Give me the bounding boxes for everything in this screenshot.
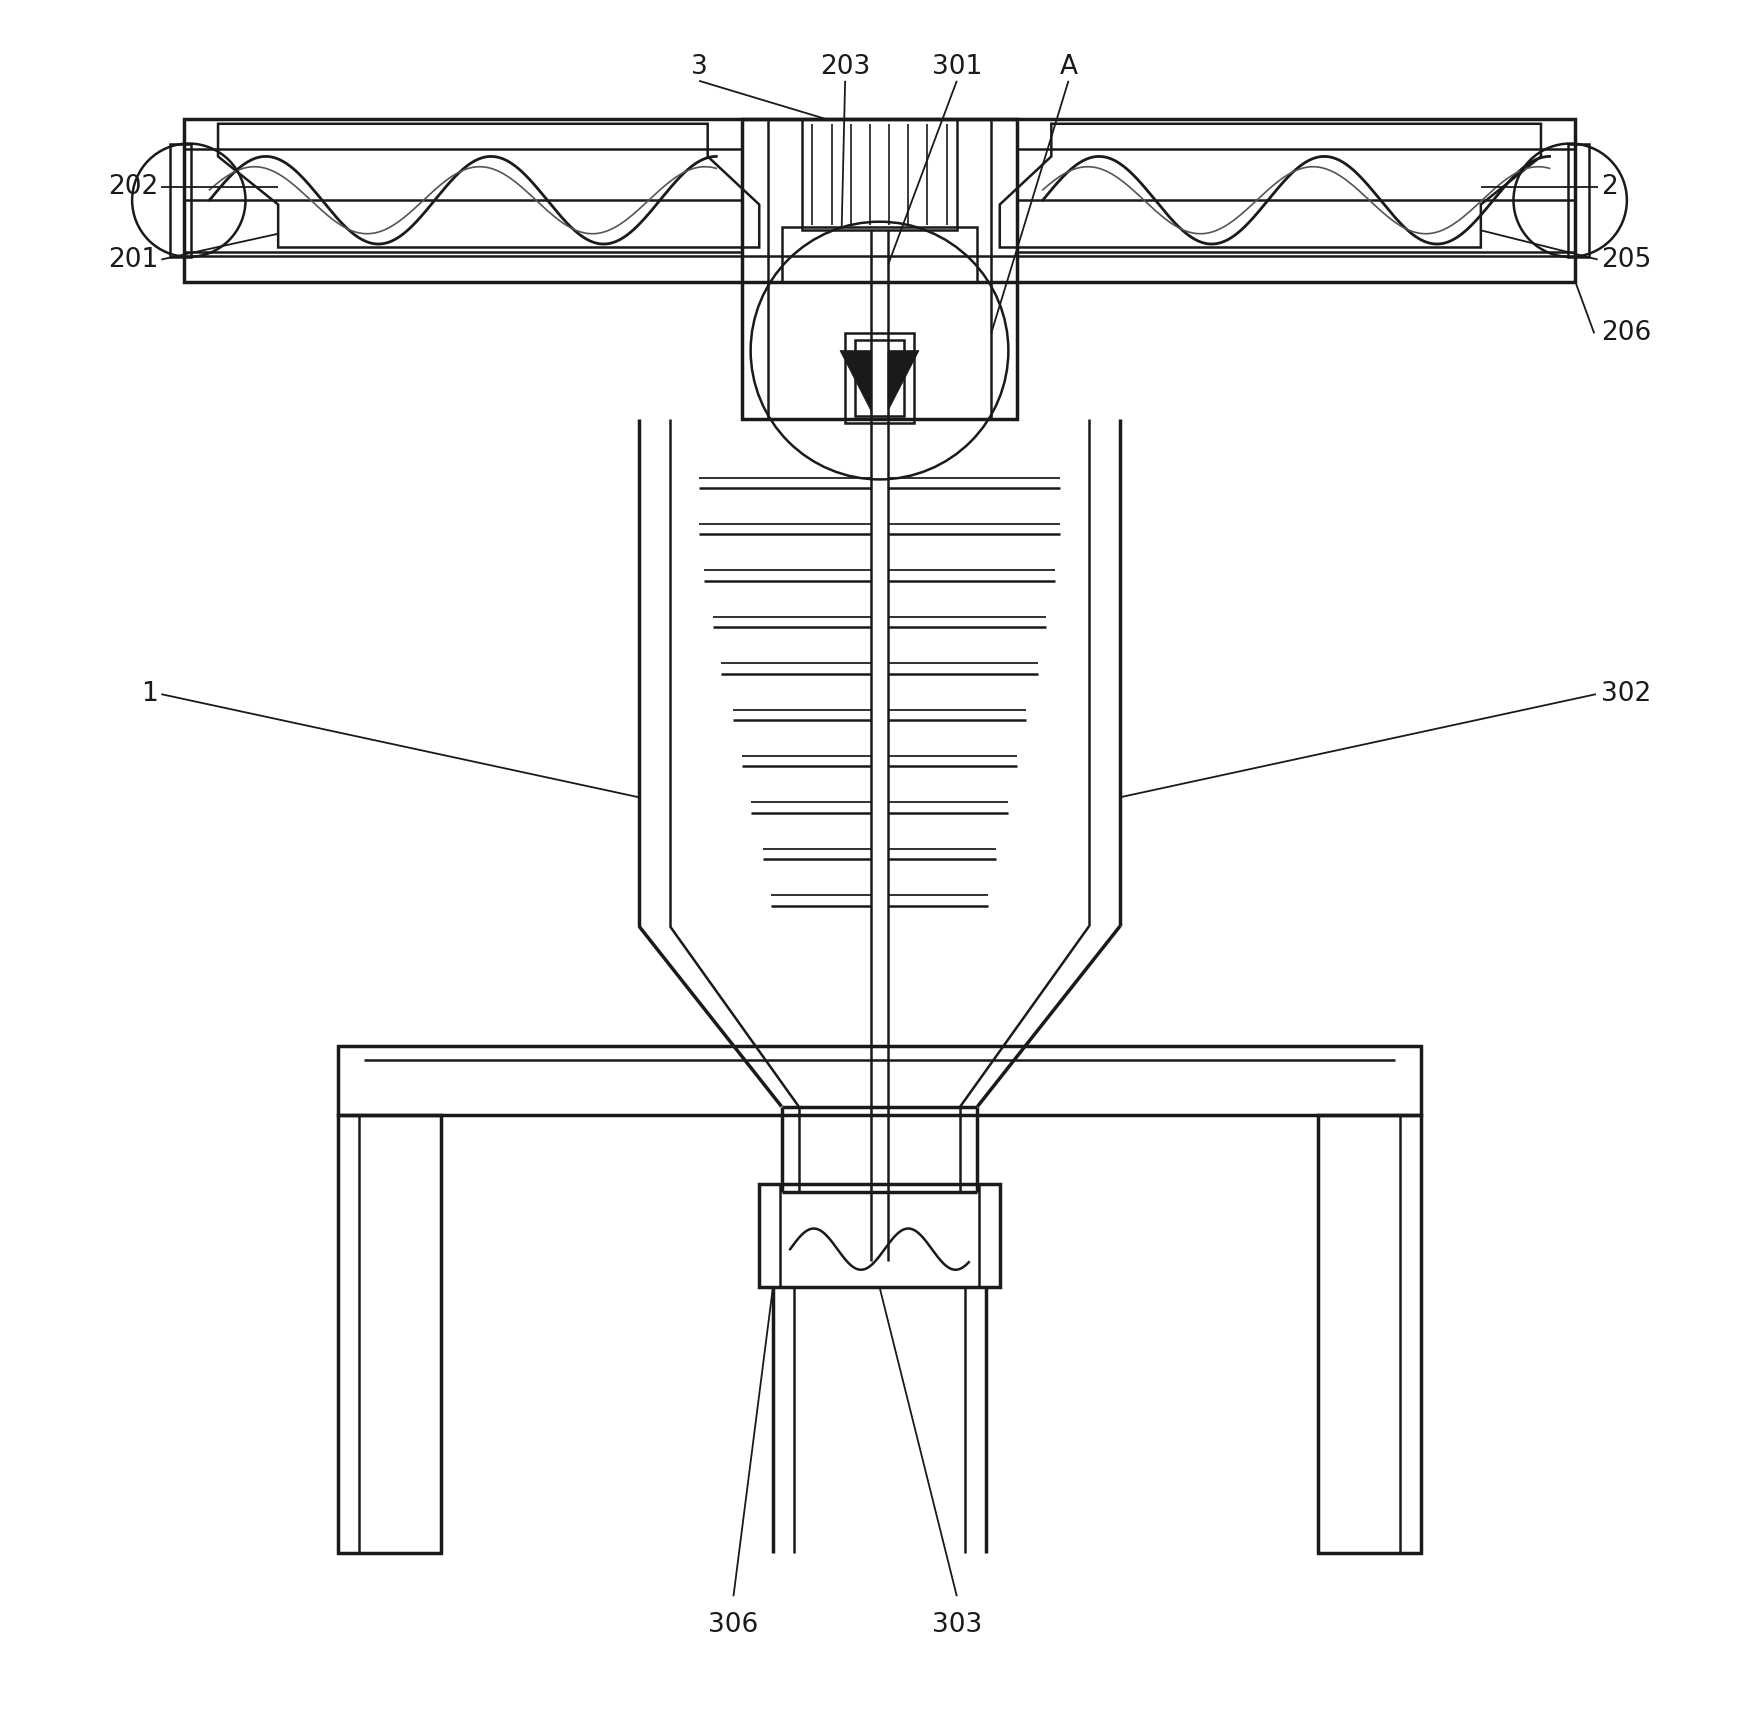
Bar: [1317, 1115, 1421, 1554]
Text: 202: 202: [107, 175, 158, 201]
Bar: [742, 118, 1017, 419]
Bar: [338, 1115, 442, 1554]
Text: 203: 203: [820, 54, 871, 80]
Text: 3: 3: [691, 54, 707, 80]
Text: 206: 206: [1601, 320, 1652, 346]
Bar: [760, 1185, 999, 1287]
Text: 301: 301: [932, 54, 982, 80]
Bar: [855, 339, 904, 416]
Text: 1: 1: [141, 681, 158, 707]
Text: 302: 302: [1601, 681, 1652, 707]
Bar: [183, 118, 1576, 282]
Polygon shape: [888, 350, 918, 410]
Text: 306: 306: [709, 1612, 758, 1638]
Text: 303: 303: [932, 1612, 982, 1638]
Bar: [802, 118, 957, 230]
Bar: [844, 333, 915, 423]
Bar: [781, 227, 978, 282]
Bar: [1569, 144, 1588, 256]
Text: 205: 205: [1601, 246, 1652, 272]
Text: 201: 201: [107, 246, 158, 272]
Polygon shape: [841, 350, 871, 410]
Text: 2: 2: [1601, 175, 1618, 201]
Bar: [338, 1046, 1421, 1115]
Bar: [171, 144, 190, 256]
Text: A: A: [1059, 54, 1078, 80]
